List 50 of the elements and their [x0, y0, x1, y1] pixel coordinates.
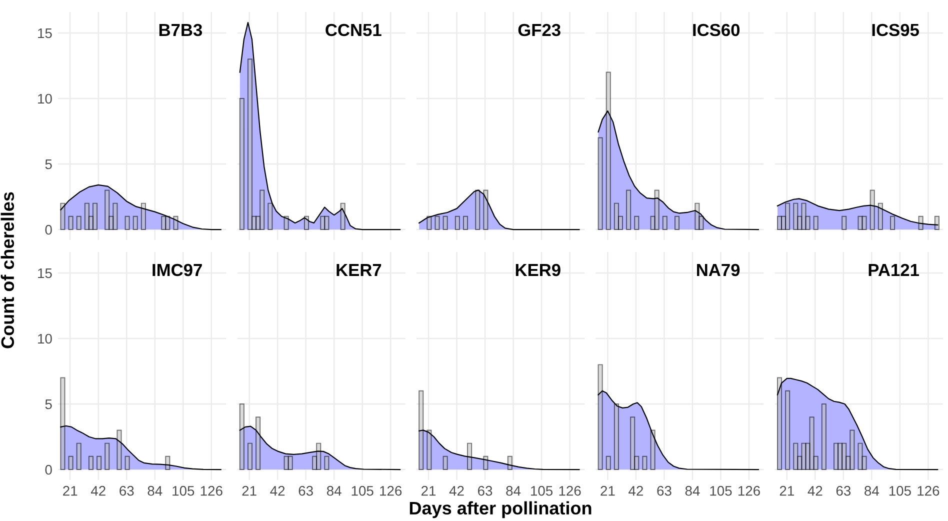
x-tick-label: 42: [90, 486, 106, 496]
x-tick-label: 63: [298, 486, 313, 496]
y-tick-label: 5: [45, 399, 52, 410]
y-tick-label: 15: [38, 28, 52, 38]
text: PA121: [868, 264, 919, 276]
x-tick-label: 42: [808, 486, 822, 496]
x-tick-label: 42: [270, 486, 285, 496]
x-tick-label: 126: [559, 486, 581, 496]
text: ICS60: [693, 24, 740, 36]
x-tick-label: 105: [172, 486, 194, 496]
x-tick-label: 21: [780, 486, 794, 496]
x-tick-label: 63: [478, 486, 492, 496]
y-axis-title: Count of cherelles: [0, 192, 14, 348]
x-tick-label: 84: [148, 486, 162, 496]
x-tick-label: 21: [63, 486, 78, 496]
x-tick-label: 42: [628, 486, 643, 496]
x-tick-label: 63: [120, 486, 134, 496]
x-tick-label: 21: [600, 486, 615, 496]
x-tick-label: 126: [380, 486, 402, 496]
y-tick-label: 5: [45, 159, 52, 170]
x-tick-label: 105: [352, 486, 374, 496]
x-tick-label: 21: [421, 486, 436, 496]
text: KER7: [336, 264, 382, 276]
text: KER9: [516, 264, 560, 276]
text: NA79: [697, 264, 740, 276]
x-tick-label: 63: [836, 486, 851, 496]
x-tick-label: 126: [918, 486, 940, 496]
x-axis-title: Days after pollination: [410, 501, 592, 518]
x-tick-label: 84: [326, 486, 342, 496]
x-tick-label: 84: [506, 486, 521, 496]
x-tick-label: 126: [738, 486, 760, 496]
y-tick-label: 10: [38, 94, 52, 104]
y-tick-label: 0: [45, 464, 52, 475]
x-tick-label: 84: [864, 486, 879, 496]
text: ICS95: [872, 24, 919, 36]
x-tick-label: 63: [657, 486, 672, 496]
x-tick-label: 42: [449, 486, 464, 496]
y-tick-label: 0: [45, 224, 52, 235]
text: CCN51: [326, 24, 382, 36]
x-tick-label: 105: [889, 486, 911, 496]
text: IMC97: [152, 264, 202, 276]
x-tick-label: 105: [531, 486, 553, 496]
x-tick-label: 21: [242, 486, 256, 496]
y-tick-label: 10: [38, 334, 52, 344]
x-tick-label: 84: [685, 486, 700, 496]
text: GF23: [518, 24, 560, 36]
x-tick-label: 105: [710, 486, 732, 496]
text: B7B3: [159, 24, 202, 36]
x-tick-label: 126: [200, 486, 222, 496]
y-tick-label: 15: [38, 268, 52, 278]
